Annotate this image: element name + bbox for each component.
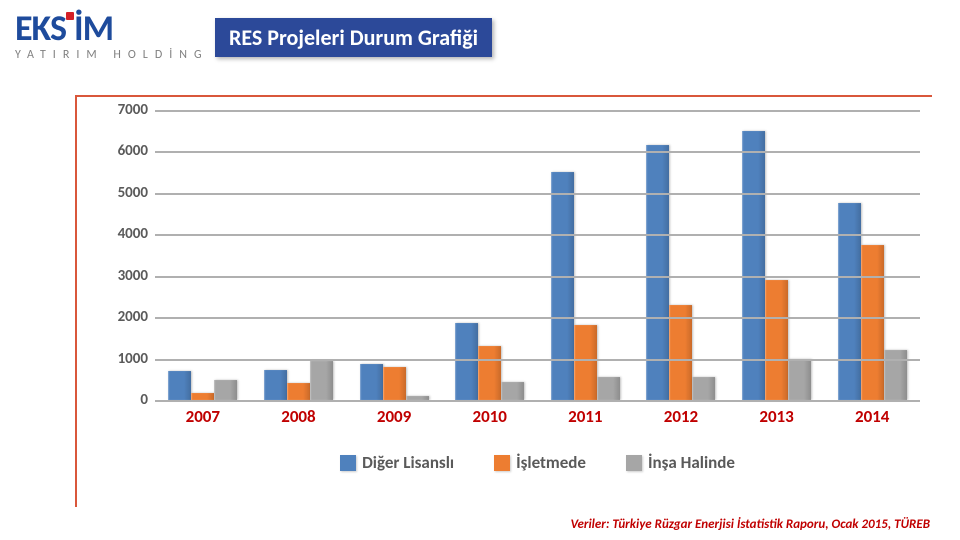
gridline [155,400,920,402]
x-axis-label: 2010 [442,406,538,427]
x-axis-labels: 20072008200920102011201220132014 [155,406,920,427]
bar [861,245,884,400]
logo: EKSİM YATIRIM HOLDİNG [15,10,209,62]
logo-subtitle: YATIRIM HOLDİNG [15,48,209,62]
bar [455,323,478,400]
legend-label: Diğer Lisanslı [362,452,454,473]
legend-swatch [626,455,642,471]
legend-item: İnşa Halinde [626,452,735,473]
y-axis-label: 1000 [100,350,148,368]
legend-swatch [494,455,510,471]
bar [551,172,574,400]
gridline [155,317,920,319]
bar [264,370,287,400]
legend-item: Diğer Lisanslı [340,452,454,473]
bar [214,380,237,400]
x-axis-label: 2007 [155,406,251,427]
bar-group [538,110,634,400]
x-axis-label: 2009 [346,406,442,427]
bar [287,383,310,400]
legend-swatch [340,455,356,471]
source-text: Veriler: Türkiye Rüzgar Enerjisi İstatis… [570,517,930,532]
logo-dot [66,12,74,20]
bar [574,325,597,400]
bar [646,145,669,400]
bar [310,361,333,400]
bar-group [824,110,920,400]
y-axis-label: 0 [100,391,148,409]
x-axis-label: 2011 [538,406,634,427]
bar [765,280,788,400]
bar-group [346,110,442,400]
x-axis-label: 2014 [824,406,920,427]
bar-group [633,110,729,400]
plot-area: 01000200030004000500060007000 [155,110,920,400]
bar-group [155,110,251,400]
bar-group [442,110,538,400]
bar [360,364,383,400]
bar [692,377,715,400]
y-axis-label: 7000 [100,101,148,119]
bar [478,346,501,400]
gridline [155,359,920,361]
legend-label: İnşa Halinde [648,452,735,473]
bar-group [251,110,347,400]
bar [191,393,214,400]
gridline [155,276,920,278]
legend-label: İşletmede [516,452,586,473]
y-axis-label: 5000 [100,184,148,202]
legend-item: İşletmede [494,452,586,473]
logo-main-text: EKSİM [15,10,209,46]
x-axis-label: 2013 [729,406,825,427]
gridline [155,110,920,112]
x-axis-label: 2012 [633,406,729,427]
x-axis-label: 2008 [251,406,347,427]
gridline [155,234,920,236]
bar-chart: 01000200030004000500060007000 2007200820… [100,110,920,473]
y-axis-label: 6000 [100,142,148,160]
bar [788,359,811,400]
y-axis-label: 3000 [100,267,148,285]
bar-group [729,110,825,400]
bar [383,367,406,400]
gridline [155,151,920,153]
gridline [155,193,920,195]
bar [501,382,524,400]
bar [168,371,191,400]
y-axis-label: 2000 [100,308,148,326]
bar [838,203,861,400]
y-axis-label: 4000 [100,225,148,243]
chart-legend: Diğer Lisanslı İşletmede İnşa Halinde [155,452,920,473]
bar-groups [155,110,920,400]
bar [597,377,620,400]
chart-title: RES Projeleri Durum Grafiği [215,18,492,57]
